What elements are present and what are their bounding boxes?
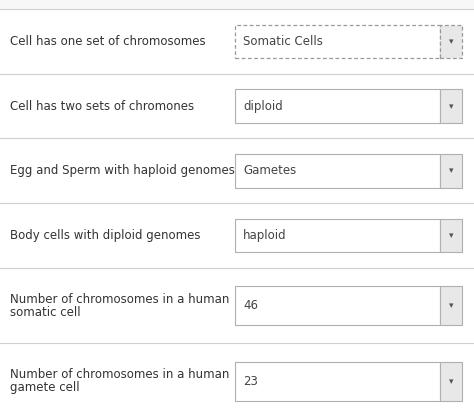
Text: 23: 23	[243, 375, 258, 388]
Bar	[235, 25, 440, 58]
Bar	[0, 9, 474, 74]
Bar	[440, 219, 462, 252]
Text: ▾: ▾	[449, 37, 453, 46]
Text: gamete cell: gamete cell	[10, 381, 80, 394]
Bar	[0, 268, 474, 344]
Text: Body cells with diploid genomes: Body cells with diploid genomes	[10, 229, 201, 242]
Text: ▾: ▾	[449, 101, 453, 111]
Text: diploid: diploid	[243, 100, 283, 113]
Bar	[235, 286, 440, 325]
Text: Number of chromosomes in a human: Number of chromosomes in a human	[10, 293, 229, 306]
Text: 46: 46	[243, 299, 258, 312]
Bar	[0, 203, 474, 268]
Text: ▾: ▾	[449, 166, 453, 175]
Bar	[440, 286, 462, 325]
Bar	[440, 25, 462, 58]
Text: Somatic Cells: Somatic Cells	[243, 35, 323, 48]
Bar	[235, 154, 440, 188]
Bar	[440, 89, 462, 123]
Bar	[0, 344, 474, 419]
Bar	[235, 219, 440, 252]
Text: Cell has one set of chromosomes: Cell has one set of chromosomes	[10, 35, 206, 48]
Bar	[0, 74, 474, 138]
Text: haploid: haploid	[243, 229, 287, 242]
Bar	[440, 154, 462, 188]
Text: Gametes: Gametes	[243, 164, 296, 177]
Bar	[0, 138, 474, 203]
Text: somatic cell: somatic cell	[10, 306, 81, 319]
Bar	[235, 362, 440, 401]
Text: ▾: ▾	[449, 231, 453, 240]
Text: Egg and Sperm with haploid genomes: Egg and Sperm with haploid genomes	[10, 164, 235, 177]
Bar	[440, 362, 462, 401]
Text: ▾: ▾	[449, 301, 453, 310]
Text: ▾: ▾	[449, 377, 453, 386]
Text: Number of chromosomes in a human: Number of chromosomes in a human	[10, 368, 229, 381]
Bar	[235, 89, 440, 123]
Text: Cell has two sets of chromones: Cell has two sets of chromones	[10, 100, 194, 113]
